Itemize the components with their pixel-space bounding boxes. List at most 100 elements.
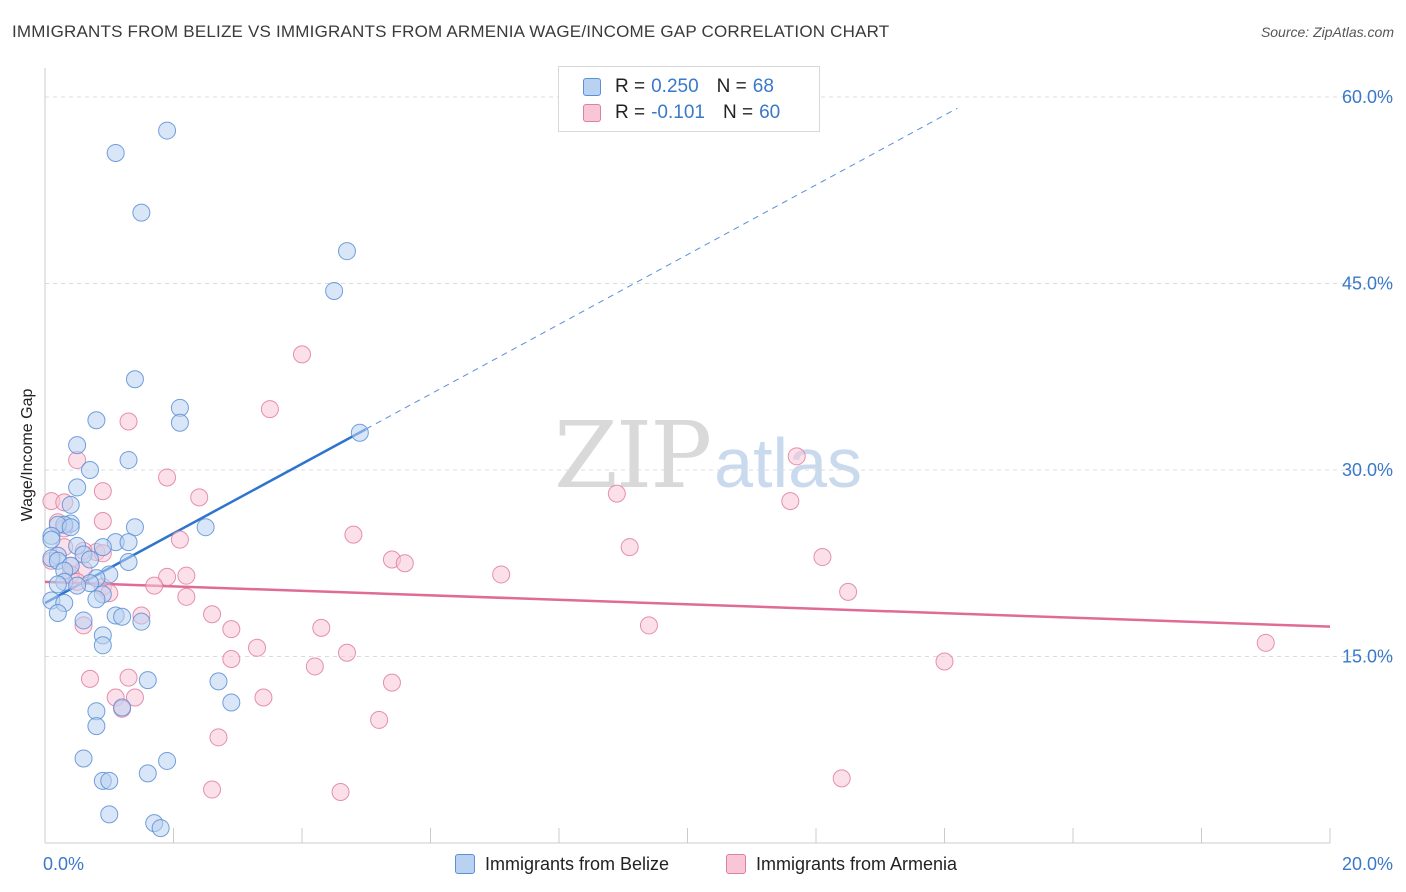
armenia-point [305, 657, 324, 676]
armenia-swatch [726, 854, 746, 874]
belize-point [80, 550, 99, 569]
belize-point [119, 533, 138, 552]
belize-point [132, 612, 151, 631]
armenia-point [158, 567, 177, 586]
belize-point [138, 671, 157, 690]
legend-row-belize: R = 0.250 N = 68 [583, 74, 774, 100]
armenia-point [190, 488, 209, 507]
legend-r-label: R = [615, 102, 646, 123]
armenia-point [492, 565, 511, 584]
armenia-point [93, 482, 112, 501]
armenia-point [119, 412, 138, 431]
grid-lines [45, 96, 1392, 657]
belize-point [119, 553, 138, 572]
belize-point [125, 370, 144, 389]
armenia-point [781, 492, 800, 511]
armenia-point [312, 618, 331, 637]
belize-point [350, 423, 369, 442]
armenia-point [177, 587, 196, 606]
belize-point [151, 819, 170, 838]
belize-point [158, 121, 177, 140]
belize-point [74, 749, 93, 768]
armenia-point [145, 576, 164, 595]
bottom-legend-belize-label: Immigrants from Belize [485, 853, 670, 874]
belize-point [48, 603, 67, 622]
belize-point [80, 461, 99, 479]
belize-point [170, 413, 189, 432]
armenia-swatch [583, 104, 601, 122]
belize-swatch [455, 854, 475, 874]
armenia-point [331, 783, 350, 802]
watermark-atlas: atlas [714, 424, 863, 502]
belize-point [119, 451, 138, 470]
y-tick-label: 30.0% [1342, 460, 1393, 480]
belize-point [61, 495, 80, 514]
belize-point [61, 518, 80, 537]
belize-point [100, 771, 119, 790]
belize-point [68, 478, 87, 497]
armenia-point [607, 484, 626, 503]
bottom-legend-armenia-label: Immigrants from Armenia [756, 853, 958, 874]
belize-point [93, 636, 112, 655]
belize-point [106, 143, 125, 162]
y-tick-label: 60.0% [1342, 87, 1393, 107]
armenia-point [177, 566, 196, 585]
trend-lines [44, 107, 1331, 628]
armenia-point [203, 605, 222, 624]
belize-point [138, 764, 157, 783]
belize-point [158, 751, 177, 770]
armenia-point [170, 530, 189, 549]
legend-n-label: N = [722, 102, 754, 123]
belize-point [87, 590, 106, 609]
legend-r-value: -0.101 [651, 102, 705, 123]
armenia-point [158, 468, 177, 487]
armenia-point [80, 669, 99, 688]
watermark-zip: ZIP [554, 402, 712, 509]
armenia-point [222, 649, 241, 668]
y-tick-label: 15.0% [1342, 647, 1393, 667]
y-axis-label: Wage/Income Gap [19, 388, 36, 522]
belize-point [42, 530, 61, 549]
armenia-point [93, 511, 112, 530]
belize-point [113, 698, 132, 717]
belize-point [325, 281, 344, 300]
belize-point [48, 575, 67, 594]
legend-n-value: 60 [759, 102, 781, 123]
armenia-point [787, 447, 806, 466]
belize-point [87, 717, 106, 736]
bottom-legend-belize: Immigrants from Belize [455, 852, 669, 876]
belize-point [113, 607, 132, 626]
belize-point [125, 518, 144, 537]
belize-point [68, 436, 87, 455]
armenia-point [260, 400, 279, 419]
belize-point [100, 805, 119, 824]
belize-point [87, 411, 106, 430]
armenia-point [248, 638, 267, 657]
armenia-point [639, 616, 658, 635]
armenia-point [813, 548, 832, 567]
legend-n-value: 68 [752, 76, 774, 97]
armenia-point [337, 643, 356, 662]
belize-point [74, 611, 93, 630]
armenia-point [293, 345, 311, 364]
armenia-point [254, 688, 273, 707]
bottom-legend-armenia: Immigrants from Armenia [726, 852, 957, 876]
legend-n-label: N = [716, 76, 747, 97]
belize-swatch [583, 78, 601, 96]
watermark: ZIPatlas [554, 402, 862, 509]
y-tick-label: 45.0% [1342, 274, 1393, 294]
belize-point [93, 538, 112, 557]
belize-point [196, 518, 215, 537]
legend-row-armenia: R = -0.101 N = 60 [583, 100, 780, 126]
armenia-point [935, 652, 954, 671]
source-credit: Source: ZipAtlas.com [1260, 24, 1394, 40]
armenia-point [344, 525, 363, 544]
chart-title: IMMIGRANTS FROM BELIZE VS IMMIGRANTS FRO… [12, 22, 890, 41]
belize-point [337, 242, 356, 261]
armenia-point [119, 668, 138, 687]
stats-legend: R = 0.250 N = 68 R = -0.101 N = 60 [558, 66, 820, 132]
armenia-point [209, 728, 228, 747]
armenia-point [125, 688, 144, 707]
armenia-trend-line [44, 580, 1331, 628]
